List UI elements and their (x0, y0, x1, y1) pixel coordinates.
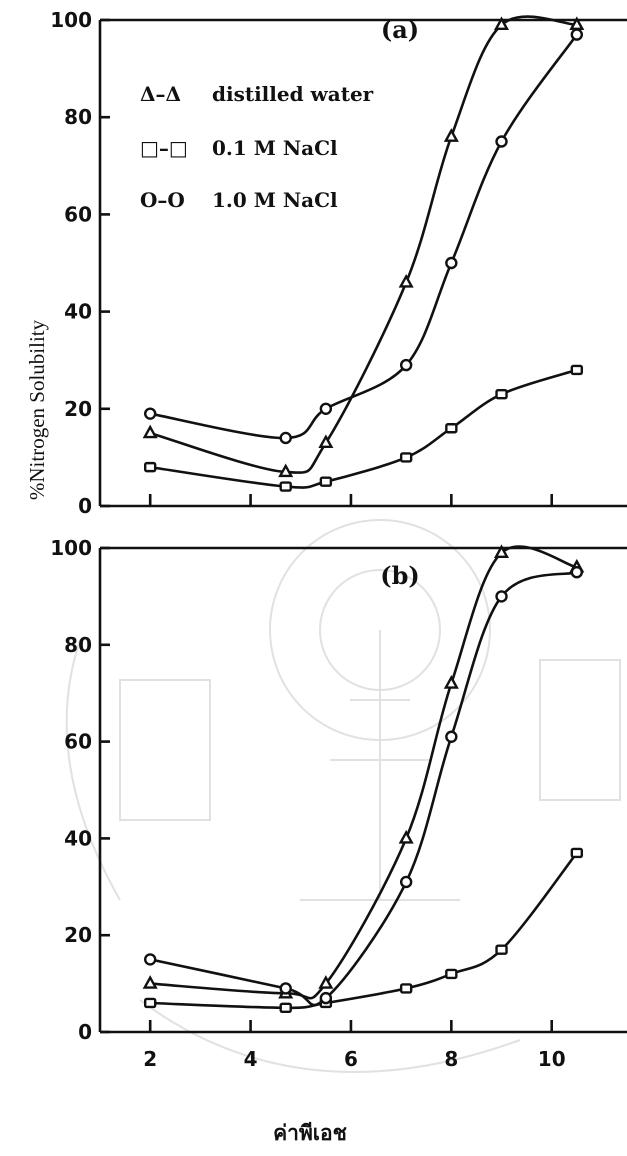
circle-marker (445, 256, 458, 270)
watermark-emblem-icon (65, 519, 621, 1073)
circle-marker (143, 407, 157, 420)
circle-marker (445, 730, 458, 743)
series-line-square (148, 851, 579, 1010)
x-tick-label: 2 (143, 1047, 157, 1071)
y-tick-label: 40 (64, 300, 92, 324)
triangle-marker (318, 434, 334, 449)
series-line-circle (148, 570, 579, 1007)
circle-marker (279, 431, 292, 445)
series-line-square (148, 368, 579, 489)
panel-label: (a) (381, 15, 419, 44)
panel-a: 0 20 40 60 80 100 (a) (50, 8, 627, 518)
y-tick-label: 40 (64, 826, 92, 850)
circle-marker (399, 358, 413, 372)
triangle-marker (398, 273, 414, 288)
circle-marker (399, 875, 413, 889)
square-marker (445, 423, 458, 434)
triangle-marker (142, 424, 158, 439)
legend-label: distilled water (212, 82, 374, 106)
circle-marker (495, 135, 508, 148)
y-tick-label: 20 (64, 397, 92, 421)
triangle-marker (493, 16, 510, 31)
triangle-marker (142, 975, 158, 989)
y-tick-label: 20 (64, 923, 92, 947)
y-tick-label: 60 (64, 202, 92, 226)
y-axis-label: %Nitrogen Solubility (25, 319, 49, 500)
triangle-marker (443, 128, 459, 142)
legend-label: 1.0 M NaCl (212, 188, 338, 212)
circle-marker (143, 953, 157, 966)
circle-marker (279, 982, 292, 995)
y-tick-label: 80 (64, 105, 92, 129)
square-marker (570, 847, 584, 859)
square-marker (495, 389, 508, 400)
legend-item-0-1m-nacl: □–□ 0.1 M NaCl (140, 136, 338, 160)
series-line-triangle (148, 545, 579, 1000)
triangle-marker (398, 829, 414, 844)
square-marker (445, 968, 458, 980)
y-tick-label: 0 (78, 494, 92, 518)
square-marker (279, 481, 292, 492)
x-tick-label: 4 (244, 1047, 258, 1071)
circle-marker (495, 590, 508, 603)
legend: Δ–Δ distilled water □–□ 0.1 M NaCl O–O 1… (140, 82, 374, 212)
triangle-marker (318, 975, 334, 989)
square-marker (399, 983, 413, 994)
square-marker (143, 461, 157, 473)
square-marker (143, 997, 157, 1009)
x-tick-label: 8 (444, 1047, 458, 1071)
y-tick-label: 60 (64, 730, 92, 754)
circle-marker (319, 991, 333, 1005)
x-tick-label: 6 (344, 1047, 358, 1071)
circle-marker (570, 28, 584, 41)
square-marker (399, 452, 413, 463)
circle-marker (570, 566, 584, 579)
triangle-marker (278, 463, 294, 478)
legend-symbol: □–□ (140, 136, 188, 160)
y-tick-label: 100 (50, 536, 92, 560)
y-tick-label: 80 (64, 633, 92, 657)
x-axis-label: ค่าพีเอช (273, 1121, 347, 1145)
triangle-marker (443, 675, 459, 689)
square-marker (495, 944, 508, 955)
legend-symbol: Δ–Δ (140, 82, 181, 106)
circle-marker (319, 402, 333, 415)
square-marker (319, 476, 333, 487)
y-tick-label: 100 (50, 8, 92, 32)
legend-item-distilled-water: Δ–Δ distilled water (140, 82, 374, 106)
panel-label: (b) (380, 561, 420, 590)
legend-item-1-0m-nacl: O–O 1.0 M NaCl (140, 188, 338, 212)
square-marker (279, 1002, 292, 1013)
legend-symbol: O–O (140, 188, 185, 212)
triangle-marker (493, 544, 510, 559)
panel-b: 0 20 40 60 80 100 2 4 6 8 10 (b) (50, 536, 627, 1071)
square-marker (570, 364, 584, 376)
legend-label: 0.1 M NaCl (212, 136, 338, 160)
x-tick-label: 10 (538, 1047, 566, 1071)
y-tick-label: 0 (78, 1020, 92, 1044)
